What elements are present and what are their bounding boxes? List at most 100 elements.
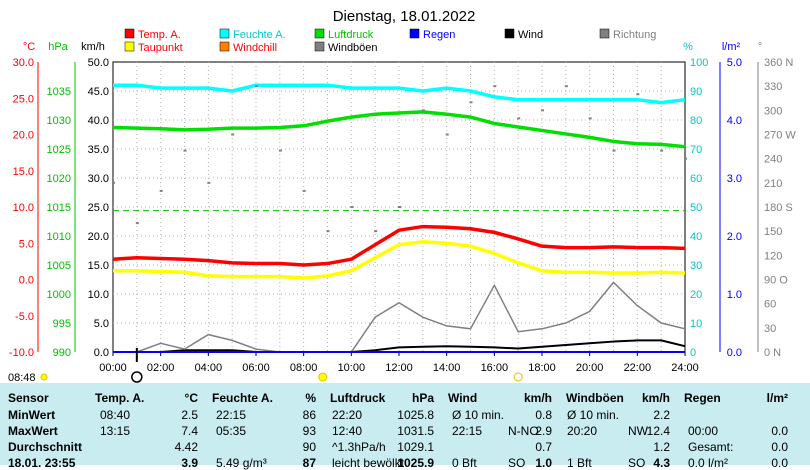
- stats-gust-value: 12.4: [646, 424, 670, 438]
- stats-hum-value: 87: [302, 456, 316, 470]
- stats-temp-value: 3.9: [181, 456, 198, 470]
- x-tick-label: 12:00: [385, 362, 413, 374]
- stats-gust-b: SO: [628, 456, 646, 470]
- stats-row-label: Durchschnitt: [8, 440, 83, 454]
- stats-gust-value: 1.2: [653, 440, 670, 454]
- x-tick-label: 20:00: [576, 362, 604, 374]
- stats-header-temp-unit: °C: [184, 391, 198, 405]
- humidity-tick-label: 50: [690, 202, 702, 214]
- temp-tick-label: 20.0: [13, 130, 34, 142]
- stats-temp-value: 2.5: [181, 408, 198, 422]
- axis-unit: °C: [23, 41, 35, 53]
- series-richtung-point: [112, 181, 115, 184]
- stats-temp-value: 7.4: [181, 424, 198, 438]
- stats-wind-b: SO: [508, 456, 526, 470]
- stats-panel: Sensor Temp. A. °C Feuchte A.% Luftdruck hPa W…: [0, 383, 810, 470]
- legend-label: Regen: [423, 29, 455, 41]
- series-richtung-point: [564, 85, 568, 88]
- series-richtung-point: [445, 133, 449, 136]
- direction-tick-label: 180 S: [764, 202, 793, 214]
- series-richtung-point: [421, 109, 425, 112]
- stats-row-label: 18.01. 23:55: [8, 456, 76, 470]
- stats-press-time: 22:20: [332, 408, 363, 422]
- sun-icon: [318, 372, 328, 382]
- stats-press-value: 1029.1: [397, 440, 434, 454]
- stats-header-press-unit: hPa: [411, 391, 434, 405]
- stats-wind-value: 1.0: [535, 456, 552, 470]
- series-feuchte-a--line: [113, 83, 686, 105]
- legend-swatch: [124, 28, 135, 39]
- x-tick-label: 22:00: [624, 362, 652, 374]
- stats-wind-a: 0 Bft: [452, 456, 477, 470]
- stats-rain-a: 00:00: [688, 424, 719, 438]
- stats-rain-a: Gesamt:: [688, 440, 734, 454]
- stats-hum-time: 05:35: [216, 424, 247, 438]
- humidity-tick-label: 70: [690, 144, 702, 156]
- rain-tick-label: 0.0: [727, 347, 742, 359]
- stats-wind-value: 0.8: [535, 408, 552, 422]
- series-richtung-point: [350, 206, 354, 208]
- stats-temp-time: 13:15: [100, 424, 131, 438]
- legend-swatch: [219, 28, 230, 39]
- chart-title: Dienstag, 18.01.2022: [333, 8, 476, 25]
- current-time: 08:48: [8, 372, 36, 383]
- temp-tick-label: 5.0: [19, 238, 34, 250]
- stats-press-time: 12:40: [332, 424, 363, 438]
- series-richtung-point: [612, 149, 616, 152]
- stats-header-wind-unit: km/h: [523, 391, 552, 405]
- stats-header-rain: Regen: [684, 391, 721, 405]
- stats-header-gust: Windböen: [566, 391, 624, 405]
- legend: Temp. A. Feuchte A. Luftdruck Regen Wind Rich…: [124, 28, 656, 54]
- pressure-tick-label: 1025: [47, 144, 71, 156]
- x-tick-label: 06:00: [242, 362, 270, 374]
- stats-gust-a: 1 Bft: [567, 456, 592, 470]
- rain-tick-label: 5.0: [727, 57, 742, 69]
- x-tick-label: 04:00: [195, 362, 223, 374]
- pressure-tick-label: 995: [53, 318, 71, 330]
- direction-tick-label: 360 N: [764, 57, 793, 69]
- legend-label: Windböen: [328, 42, 378, 54]
- stats-row-label: MaxWert: [8, 424, 58, 438]
- stats-header-hum-unit: %: [305, 391, 316, 405]
- rain-tick-label: 3.0: [727, 173, 742, 185]
- rain-tick-label: 1.0: [727, 289, 742, 301]
- wind-tick-label: 15.0: [88, 260, 109, 272]
- wind-tick-label: 30.0: [88, 173, 109, 185]
- stats-press-value: 1031.5: [397, 424, 434, 438]
- series-richtung-point: [231, 133, 235, 136]
- stats-header-press: Luftdruck: [330, 391, 386, 405]
- stats-press-time: leicht bewölkt: [332, 456, 405, 470]
- series-richtung-point: [374, 230, 378, 233]
- legend-swatch: [124, 41, 135, 52]
- stats-hum-time: 5.49 g/m³: [216, 456, 267, 470]
- wind-tick-label: 0.0: [94, 347, 109, 359]
- stats-header-hum: Feuchte A.: [212, 391, 273, 405]
- temp-tick-label: 10.0: [13, 202, 34, 214]
- x-tick-label: 16:00: [481, 362, 509, 374]
- pressure-tick-label: 1030: [47, 115, 71, 127]
- stats-gust-value: 2.2: [653, 408, 670, 422]
- stats-hum-value: 93: [302, 424, 316, 438]
- series-taupunkt-line: [113, 240, 686, 280]
- axis-unit: l/m²: [722, 41, 741, 53]
- stats-hum-time: 22:15: [216, 408, 247, 422]
- legend-label: Luftdruck: [328, 29, 374, 41]
- series-richtung-point: [541, 109, 544, 112]
- humidity-tick-label: 20: [690, 289, 702, 301]
- temp-tick-label: 15.0: [13, 166, 34, 178]
- pressure-tick-label: 1000: [47, 289, 71, 301]
- stats-rain-a: 0.0 l/m²: [688, 456, 729, 470]
- axes: 30.0 25.0 20.0 15.0 10.0 5.0 0.0 -5.0 -10.0 1035 1…: [9, 41, 796, 374]
- pressure-tick-label: 1015: [47, 202, 71, 214]
- stats-wind-b: N-NO: [508, 424, 539, 438]
- stats-rain-value: 0.0: [771, 440, 788, 454]
- pressure-tick-label: 1020: [47, 173, 71, 185]
- legend-label: Richtung: [613, 29, 656, 41]
- legend-label: Feuchte A.: [233, 29, 286, 41]
- weather-chart: Dienstag, 18.01.2022 Temp. A. Feuchte A. L…: [8, 8, 796, 383]
- legend-label: Taupunkt: [138, 42, 183, 54]
- wind-tick-label: 10.0: [88, 289, 109, 301]
- sunset-icon: [513, 372, 523, 382]
- stats-header-temp: Temp. A.: [95, 391, 145, 405]
- stats-gust-value: 4.3: [653, 456, 670, 470]
